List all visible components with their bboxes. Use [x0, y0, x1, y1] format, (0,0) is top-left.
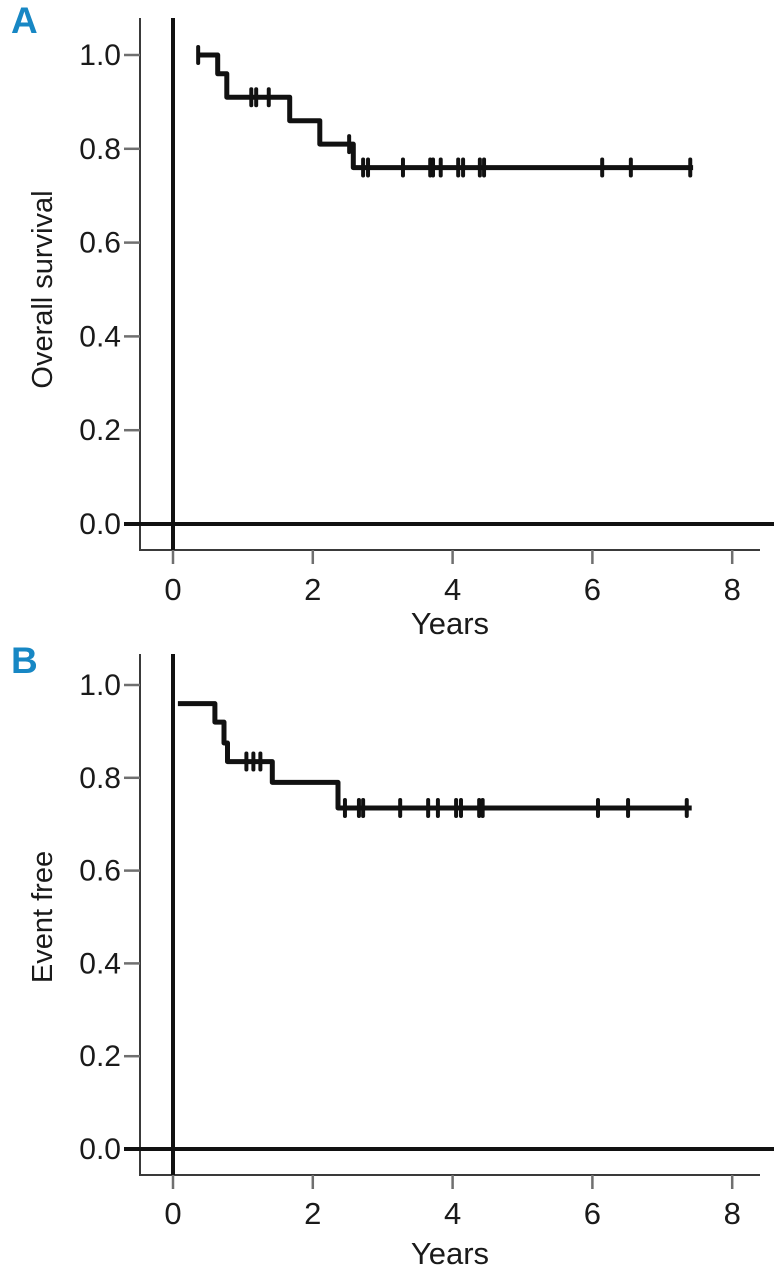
x-tick-label: 4 [444, 572, 461, 607]
panel-b-label: B [11, 640, 38, 681]
x-tick-label: 0 [164, 572, 181, 607]
x-tick-label: 6 [584, 572, 601, 607]
zero-axis-lines [124, 654, 774, 1175]
x-tick-label: 2 [304, 1196, 321, 1231]
km-curve [197, 52, 694, 171]
y-axis: 0.0 0.2 0.4 0.6 0.8 1.0 [79, 669, 140, 1166]
y-tick-label: 0.6 [79, 227, 121, 260]
y-axis-title: Event free [27, 851, 59, 983]
panel-event-free: B 0.0 0.2 0.4 0.6 0.8 1.0 0 2 4 6 8 Years Event free [0, 640, 783, 1280]
x-tick-label: 4 [444, 1196, 461, 1231]
y-tick-label: 1.0 [79, 39, 121, 72]
y-tick-label: 0.2 [79, 414, 121, 447]
zero-axis-lines [124, 18, 774, 550]
y-tick-label: 0.0 [79, 508, 121, 541]
x-axis-title: Years [411, 1236, 489, 1271]
y-tick-label: 0.0 [79, 1133, 121, 1166]
censor-marks [196, 45, 693, 178]
y-tick-label: 0.6 [79, 855, 121, 888]
x-tick-label: 8 [724, 1196, 741, 1231]
x-tick-label: 6 [584, 1196, 601, 1231]
y-tick-label: 0.8 [79, 133, 121, 166]
y-tick-label: 0.4 [79, 947, 121, 980]
x-axis: 0 2 4 6 8 [164, 1175, 741, 1231]
panel-overall-survival: A 0.0 0.2 0.4 0.6 0.8 1.0 0 2 4 6 8 Years Overall su… [11, 0, 774, 640]
y-tick-label: 0.8 [79, 762, 121, 795]
overall-survival-chart: 0.0 0.2 0.4 0.6 0.8 1.0 0 2 4 6 8 Years Overall surv… [27, 18, 774, 640]
y-axis-title: Overall survival [27, 190, 59, 388]
km-curve [177, 701, 692, 811]
axis-titles: Years Overall survival [27, 190, 489, 640]
y-tick-label: 1.0 [79, 669, 121, 702]
panel-a-label: A [11, 0, 38, 41]
plot-frame [139, 654, 760, 1176]
x-tick-label: 2 [304, 572, 321, 607]
y-tick-label: 0.4 [79, 320, 121, 353]
x-axis: 0 2 4 6 8 [164, 550, 741, 607]
y-axis: 0.0 0.2 0.4 0.6 0.8 1.0 [79, 39, 140, 541]
axis-titles: Years Event free [27, 851, 489, 1271]
x-tick-label: 0 [164, 1196, 181, 1231]
y-tick-label: 0.2 [79, 1040, 121, 1073]
plot-frame [139, 18, 760, 551]
x-tick-label: 8 [724, 572, 741, 607]
x-axis-title: Years [411, 606, 489, 640]
censor-marks [244, 751, 689, 818]
event-free-chart: 0.0 0.2 0.4 0.6 0.8 1.0 0 2 4 6 8 Years Event free [27, 654, 774, 1271]
